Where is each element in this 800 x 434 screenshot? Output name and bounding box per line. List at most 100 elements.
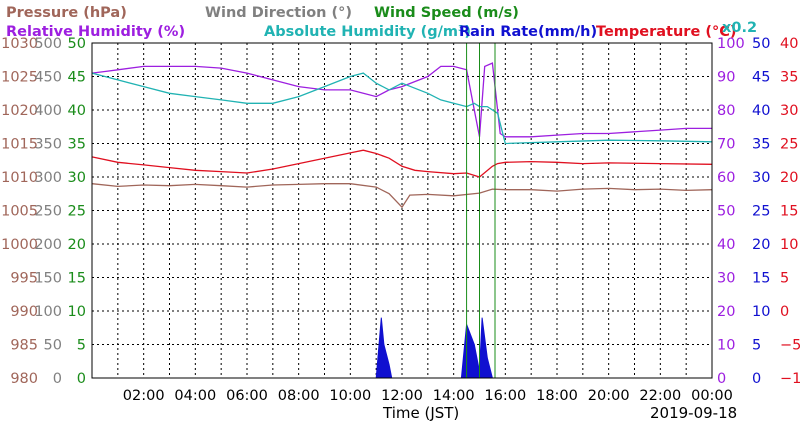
- title-item: Temperature (°C): [596, 24, 737, 40]
- date-label: 2019-09-18: [650, 404, 737, 422]
- y-tick-wind-dir: 150: [34, 271, 62, 287]
- y-tick-wind-dir: 200: [34, 237, 62, 253]
- title-item: Relative Humidity (%): [6, 24, 185, 40]
- x-tick-label: 16:00: [484, 388, 526, 404]
- x-tick-label: 02:00: [123, 388, 165, 404]
- y-tick-pressure: 1010: [1, 170, 38, 186]
- x-tick-label: 12:00: [381, 388, 423, 404]
- y-tick-rel-hum: 60: [717, 170, 735, 186]
- y-tick-wind-dir: 250: [34, 204, 62, 220]
- x-tick-label: 06:00: [226, 388, 268, 404]
- y-tick-wind-dir: 300: [34, 170, 62, 186]
- wind-speed-spikes: [466, 43, 496, 378]
- title-line-2: Relative Humidity (%) Absolute Humidity (…: [6, 24, 737, 40]
- y-tick-temperature: 20: [780, 170, 798, 186]
- y-tick-pressure: 1000: [1, 237, 38, 253]
- y-tick-wind-dir: 400: [34, 103, 62, 119]
- y-tick-wind-dir: 350: [34, 137, 62, 153]
- y-tick-pressure: 995: [10, 271, 38, 287]
- y-tick-rel-hum: 10: [717, 338, 735, 354]
- y-tick-temperature: 25: [780, 137, 798, 153]
- y-tick-rain-rate: 5: [752, 338, 761, 354]
- y-tick-wind-speed: 20: [68, 237, 86, 253]
- y-tick-pressure: 990: [10, 304, 38, 320]
- y-tick-rel-hum: 90: [717, 70, 735, 86]
- x-tick-label: 22:00: [639, 388, 681, 404]
- y-tick-rel-hum: 80: [717, 103, 735, 119]
- y-tick-wind-speed: 15: [68, 271, 86, 287]
- y-tick-wind-dir: 50: [44, 338, 62, 354]
- y-tick-rel-hum: 20: [717, 304, 735, 320]
- y-tick-temperature: 35: [780, 70, 798, 86]
- title-item: Rain Rate(mm/h): [459, 24, 597, 40]
- y-tick-rain-rate: 35: [752, 137, 770, 153]
- y-tick-wind-speed: 10: [68, 304, 86, 320]
- y-tick-rain-rate: 10: [752, 304, 770, 320]
- y-tick-wind-dir: 100: [34, 304, 62, 320]
- series-relative-humidity: [91, 62, 712, 138]
- y-tick-pressure: 980: [10, 371, 38, 387]
- y-tick-rain-rate: 45: [752, 70, 770, 86]
- abs-humidity-scale-note: x0.2: [722, 20, 757, 36]
- plot-grid: [92, 43, 712, 378]
- x-axis-label: Time (JST): [382, 404, 459, 422]
- x-tick-label: 18:00: [536, 388, 578, 404]
- y-tick-rain-rate: 30: [752, 170, 770, 186]
- y-tick-wind-speed: 25: [68, 204, 86, 220]
- y-tick-rel-hum: 50: [717, 204, 735, 220]
- x-tick-label: 04:00: [174, 388, 216, 404]
- x-tick-label: 20:00: [588, 388, 630, 404]
- y-tick-rain-rate: 40: [752, 103, 770, 119]
- y-tick-rel-hum: 100: [717, 36, 745, 52]
- series-temperature-c: [91, 149, 713, 178]
- y-tick-wind-speed: 50: [68, 36, 86, 52]
- y-tick-pressure: 1030: [1, 36, 38, 52]
- y-tick-wind-speed: 30: [68, 170, 86, 186]
- y-tick-rel-hum: 30: [717, 271, 735, 287]
- x-tick-label: 14:00: [433, 388, 475, 404]
- y-tick-wind-speed: 40: [68, 103, 86, 119]
- x-tick-label: 08:00: [278, 388, 320, 404]
- y-tick-temperature: 0: [780, 304, 789, 320]
- y-tick-wind-dir: 450: [34, 70, 62, 86]
- y-tick-temperature: 30: [780, 103, 798, 119]
- y-tick-wind-speed: 45: [68, 70, 86, 86]
- data-series: [91, 62, 713, 379]
- y-tick-pressure: 985: [10, 338, 38, 354]
- y-tick-wind-speed: 5: [77, 338, 86, 354]
- y-tick-rain-rate: 15: [752, 271, 770, 287]
- plot-border: [91, 42, 713, 379]
- title-item: Wind Direction (°): [205, 5, 352, 21]
- y-tick-rel-hum: 70: [717, 137, 735, 153]
- y-tick-pressure: 1020: [1, 103, 38, 119]
- y-tick-wind-speed: 35: [68, 137, 86, 153]
- y-tick-rain-rate: 20: [752, 237, 770, 253]
- x-tick-label: 10:00: [329, 388, 371, 404]
- title-item: Wind Speed (m/s): [374, 5, 519, 21]
- y-tick-temperature: −10: [780, 371, 800, 387]
- y-tick-rain-rate: 0: [752, 371, 761, 387]
- y-tick-rel-hum: 40: [717, 237, 735, 253]
- title-item: Pressure (hPa): [6, 5, 127, 21]
- y-tick-temperature: −5: [780, 338, 800, 354]
- y-tick-temperature: 5: [780, 271, 789, 287]
- title-item: Absolute Humidity (g/m³): [264, 24, 471, 40]
- y-tick-temperature: 40: [780, 36, 798, 52]
- plot-frame: [91, 42, 713, 379]
- y-tick-rel-hum: 0: [717, 371, 726, 387]
- title-line-1: Pressure (hPa) Wind Direction (°) Wind Spe…: [6, 5, 519, 21]
- x-axis: 02:00 04:00 06:00 08:00 10:00 12:00 14:00 16:00…: [123, 388, 733, 404]
- y-tick-pressure: 1015: [1, 137, 38, 153]
- y-tick-wind-speed: 0: [77, 371, 86, 387]
- y-tick-rain-rate: 25: [752, 204, 770, 220]
- y-tick-wind-dir: 500: [34, 36, 62, 52]
- series-absolute-humidity-g-m: [91, 72, 713, 145]
- y-tick-temperature: 15: [780, 204, 798, 220]
- y-tick-temperature: 10: [780, 237, 798, 253]
- x-tick-label: 00:00: [691, 388, 733, 404]
- y-axes: 9809859909951000100510101015102010251030…: [1, 36, 800, 387]
- y-tick-pressure: 1005: [1, 204, 38, 220]
- series-pressure-hpa: [91, 183, 713, 209]
